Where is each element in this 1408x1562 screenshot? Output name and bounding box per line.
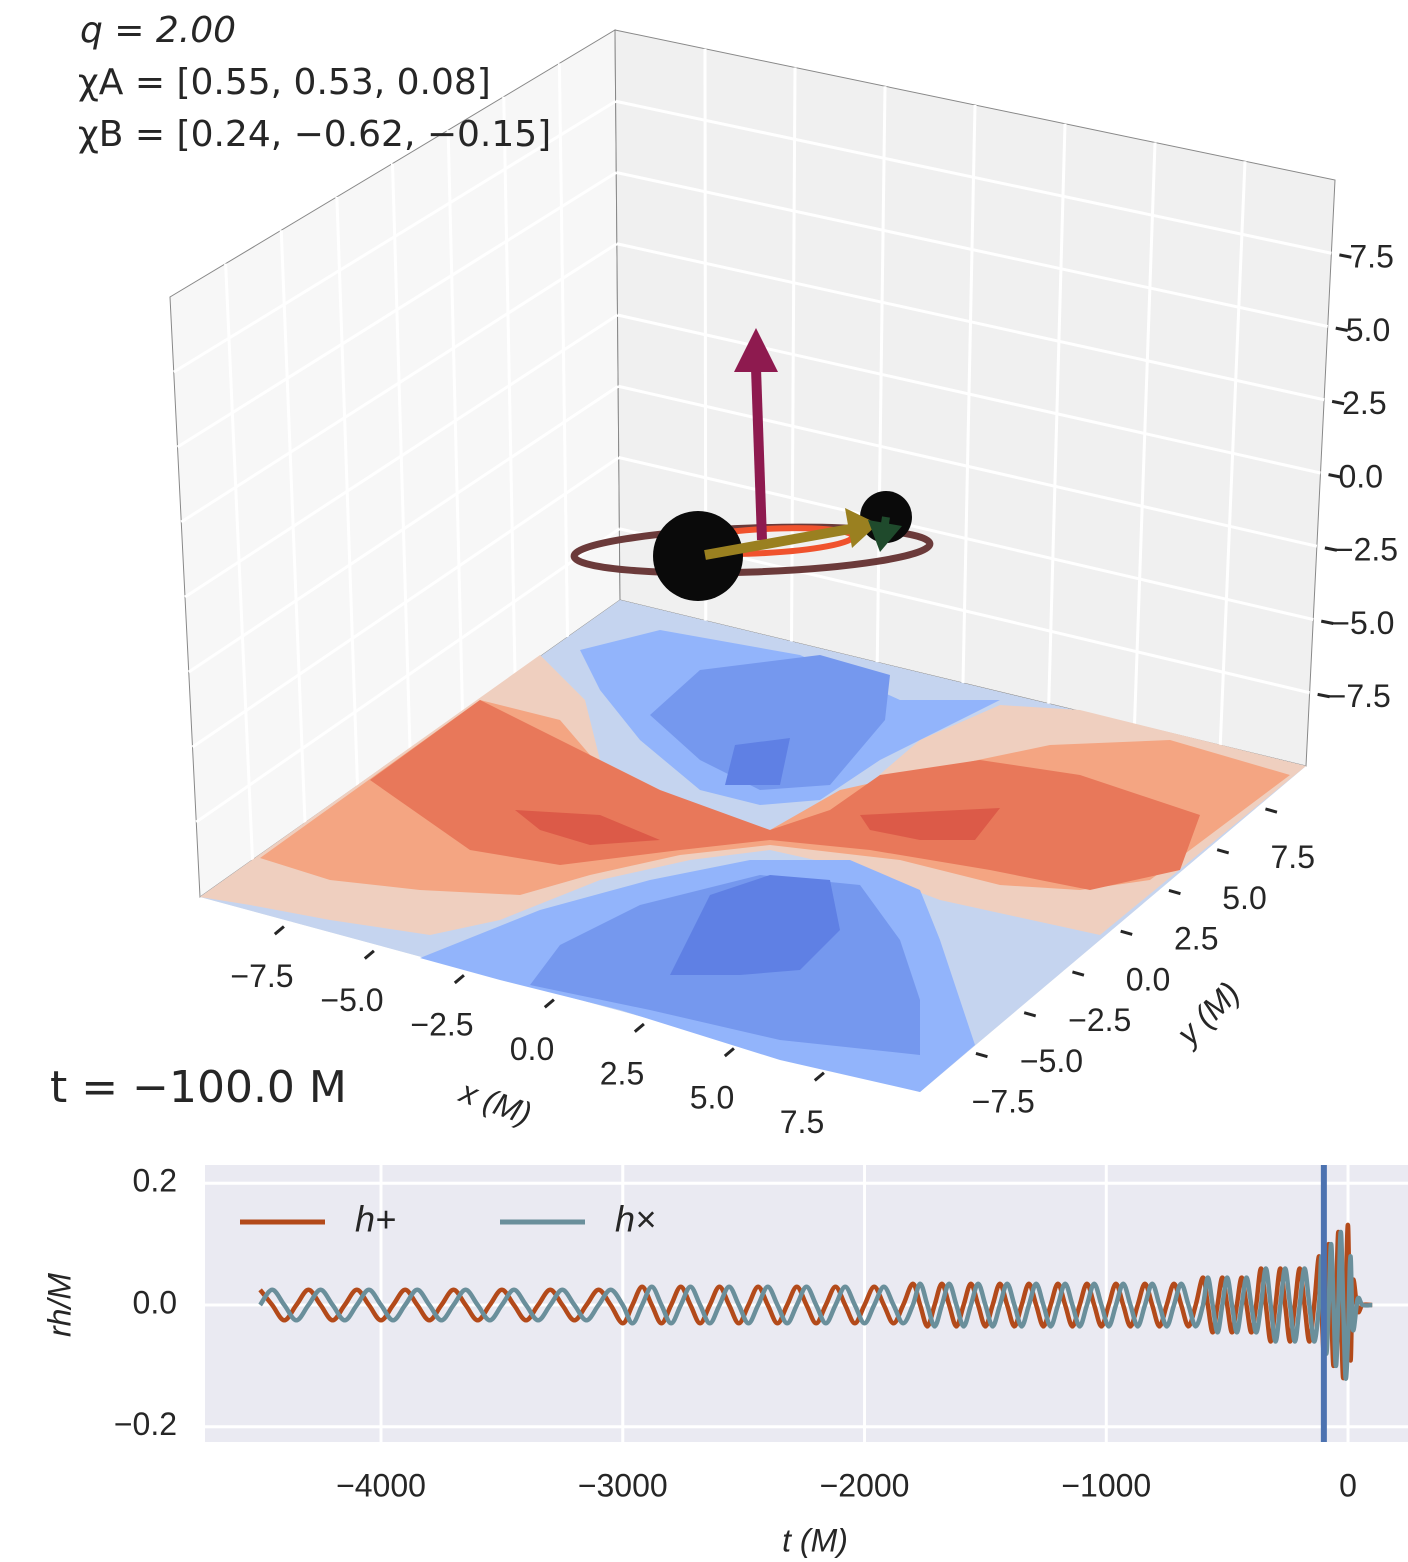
contour bbox=[200, 600, 1306, 1092]
tick-mark bbox=[1168, 888, 1181, 896]
z-tick-label: −7.5 bbox=[1328, 678, 1391, 714]
series-lines bbox=[258, 1165, 1373, 1442]
z-tick-label: −5.0 bbox=[1331, 605, 1394, 641]
tick-mark bbox=[1331, 399, 1345, 406]
tick-mark bbox=[1023, 1011, 1037, 1018]
y-tick-label: 2.5 bbox=[1174, 921, 1218, 957]
x-tick-label: −4000 bbox=[336, 1467, 426, 1503]
grid-line bbox=[184, 313, 619, 599]
y-tick-label: −7.5 bbox=[972, 1084, 1035, 1120]
grid-line bbox=[616, 242, 1325, 402]
tick-mark bbox=[1335, 326, 1349, 332]
x-axis-label: x (M) bbox=[454, 1073, 537, 1132]
grid-line bbox=[180, 242, 618, 524]
z-tick-label: −2.5 bbox=[1335, 532, 1398, 568]
y-axis-label: y (M) bbox=[1168, 975, 1246, 1053]
z-tick-label: 2.5 bbox=[1342, 385, 1386, 421]
contour-level bbox=[725, 738, 790, 785]
y-tick-label: −2.5 bbox=[1068, 1002, 1131, 1038]
x-tick-label: 5.0 bbox=[690, 1080, 734, 1116]
tick-mark bbox=[975, 1051, 988, 1059]
x-axis-label: t (M) bbox=[782, 1522, 848, 1558]
binary-orbit bbox=[570, 328, 934, 601]
legend: h+ h× bbox=[240, 1199, 656, 1240]
tick-mark bbox=[1216, 848, 1230, 855]
x-tick-label: −1000 bbox=[1061, 1467, 1151, 1503]
tick-mark bbox=[1265, 807, 1278, 814]
x-tick-label: −2.5 bbox=[410, 1007, 473, 1043]
spin-a-arrow bbox=[704, 524, 851, 560]
grid-line bbox=[195, 527, 621, 824]
contour-level bbox=[650, 655, 890, 790]
tick-mark bbox=[273, 925, 285, 936]
x-tick-label: −7.5 bbox=[230, 958, 293, 994]
z-tick-label: 5.0 bbox=[1346, 312, 1390, 348]
grid-line bbox=[618, 456, 1314, 621]
x-tick-label: −5.0 bbox=[320, 982, 383, 1018]
grid-line bbox=[617, 313, 1321, 475]
tick-mark bbox=[1320, 619, 1334, 625]
grid-line bbox=[176, 171, 618, 449]
legend-label: h× bbox=[615, 1199, 656, 1240]
y-tick-label: 0.0 bbox=[133, 1284, 177, 1320]
x-tick-label: 2.5 bbox=[600, 1055, 644, 1091]
y-tick-label: 7.5 bbox=[1271, 839, 1315, 875]
y-tick-label: 0.2 bbox=[133, 1163, 177, 1199]
grid-line bbox=[615, 171, 1329, 328]
series-line bbox=[258, 1229, 1373, 1381]
tick-mark bbox=[723, 1047, 735, 1058]
arrow-head bbox=[868, 520, 902, 552]
arrow-head bbox=[845, 508, 878, 548]
tick-mark bbox=[633, 1022, 645, 1033]
arrow-head bbox=[734, 328, 778, 372]
y-axis-label: rh/M bbox=[41, 1273, 77, 1337]
black-hole-a bbox=[653, 511, 743, 601]
tick-mark bbox=[453, 974, 465, 985]
grid-line bbox=[615, 99, 1332, 255]
tick-mark bbox=[813, 1071, 825, 1082]
annotation: χA = [0.55, 0.53, 0.08] bbox=[78, 62, 491, 103]
contour-level bbox=[860, 808, 1000, 840]
annotation: q = 2.00 bbox=[80, 10, 236, 51]
contour-level bbox=[370, 700, 1200, 890]
legend-label: h+ bbox=[355, 1199, 396, 1240]
tick-mark bbox=[1324, 546, 1338, 552]
orbital-momentum-arrow bbox=[751, 367, 767, 541]
tick-mark bbox=[543, 998, 555, 1009]
grid-line bbox=[172, 99, 617, 374]
tick-mark bbox=[1317, 692, 1330, 699]
grid-line bbox=[617, 384, 1318, 548]
y-tick-label: 5.0 bbox=[1222, 880, 1266, 916]
tick-mark bbox=[1339, 253, 1352, 259]
annotation: χB = [0.24, −0.62, −0.15] bbox=[78, 114, 551, 155]
z-tick-label: 7.5 bbox=[1349, 239, 1393, 275]
y-tick-label: −0.2 bbox=[114, 1406, 177, 1442]
contour-level bbox=[515, 810, 660, 845]
x-tick-label: −3000 bbox=[578, 1467, 668, 1503]
y-tick-label: 0.0 bbox=[1126, 961, 1170, 997]
grid-line bbox=[187, 385, 619, 674]
tick-mark bbox=[1328, 473, 1341, 479]
tick-mark bbox=[1120, 929, 1133, 936]
x-tick-label: −2000 bbox=[820, 1467, 910, 1503]
x-tick-label: 0 bbox=[1339, 1467, 1357, 1503]
time-label: t = −100.0 M bbox=[50, 1062, 347, 1113]
y-tick-label: −5.0 bbox=[1020, 1043, 1083, 1079]
x-tick-label: 0.0 bbox=[510, 1031, 554, 1067]
x-tick-label: 7.5 bbox=[780, 1104, 824, 1140]
contour-level bbox=[670, 875, 840, 975]
z-tick-label: 0.0 bbox=[1339, 458, 1383, 494]
tick-mark bbox=[363, 949, 375, 960]
grid-line bbox=[191, 456, 620, 749]
tick-mark bbox=[1072, 970, 1085, 977]
